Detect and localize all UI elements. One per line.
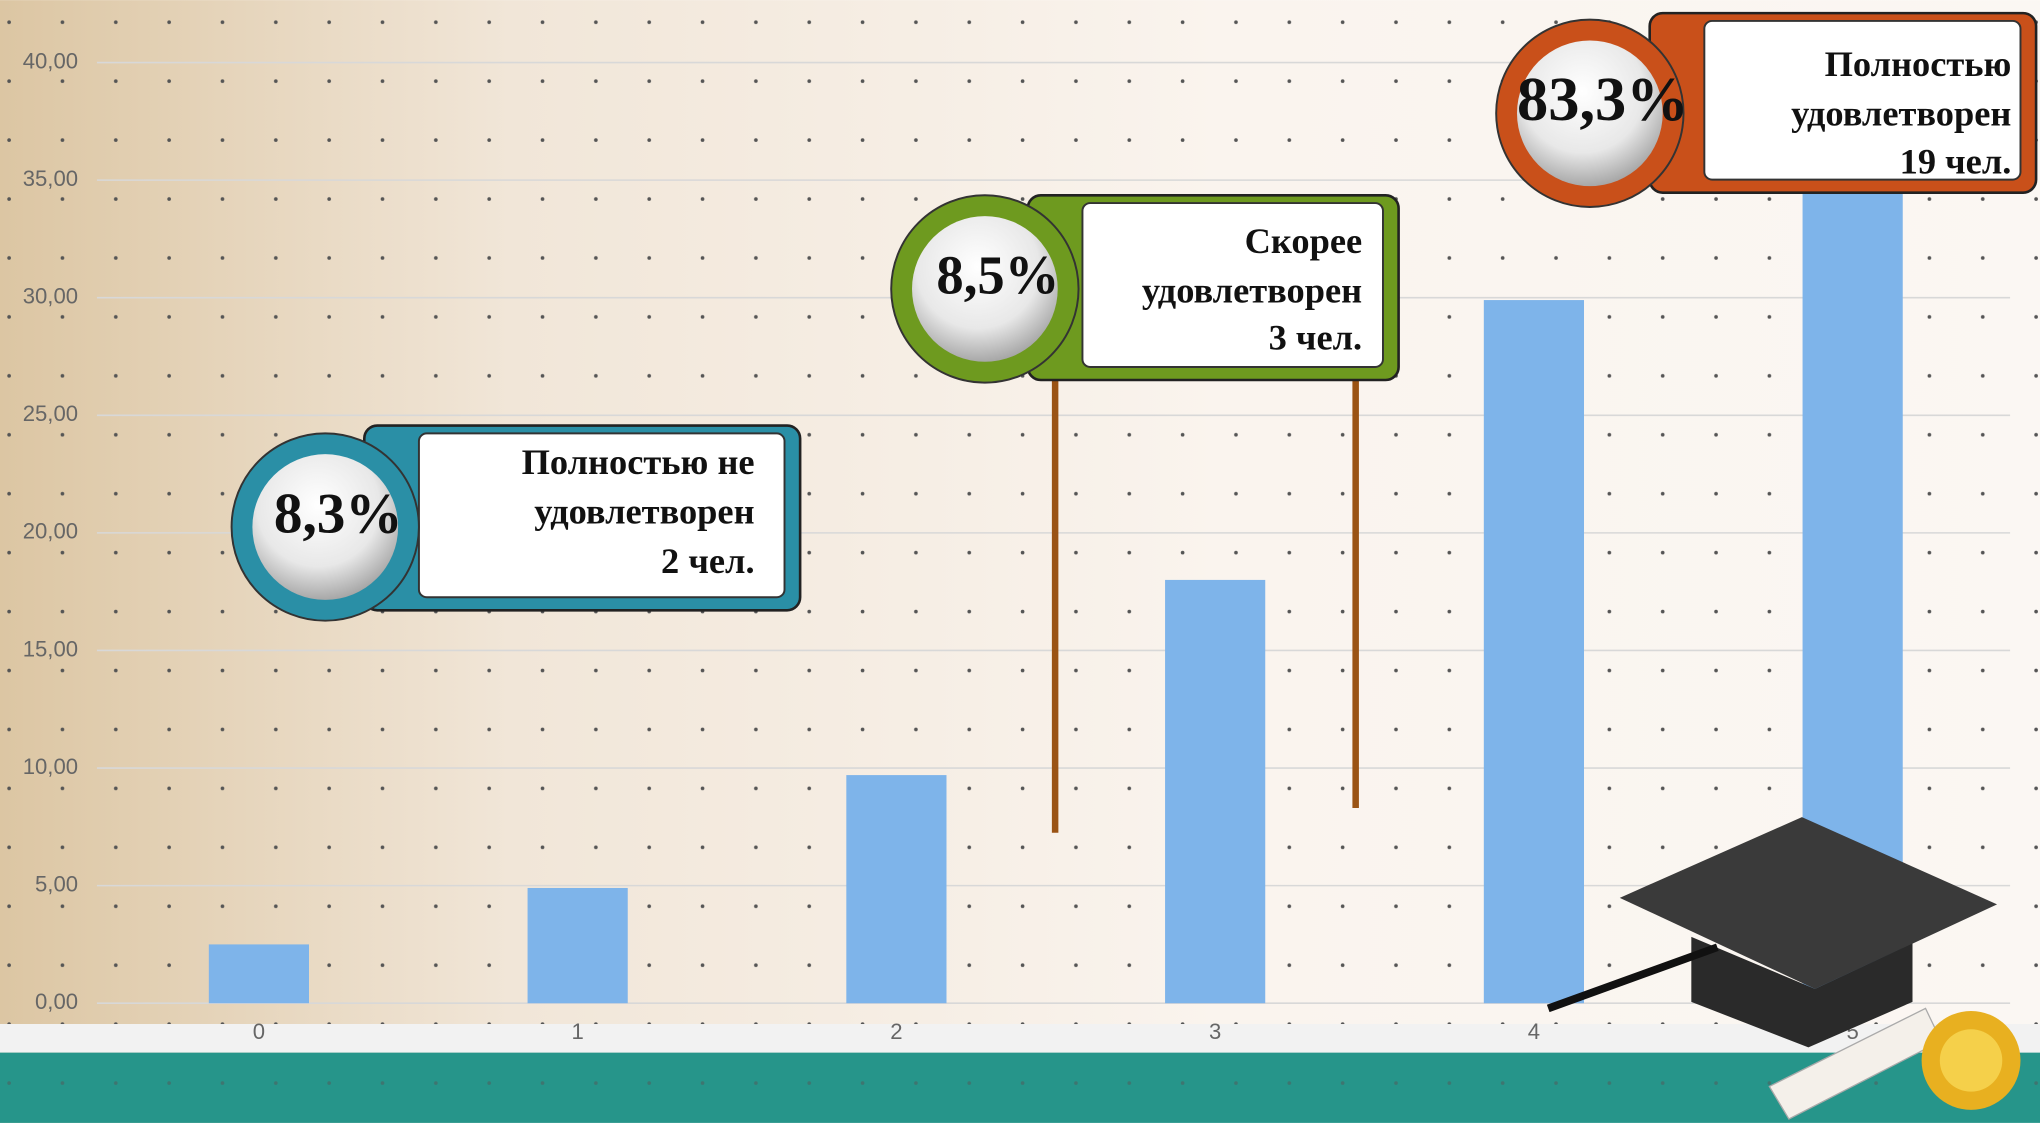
- x-tick-label: 0: [253, 1019, 265, 1044]
- callout: 83,3% Полностью удовлетворен 19 чел.: [1496, 13, 2036, 207]
- bar: [528, 888, 628, 1003]
- callout-line: удовлетворен: [1142, 270, 1362, 310]
- callout: 8,3% Полностью не удовлетворен 2 чел.: [232, 426, 801, 621]
- x-tick-label: 2: [890, 1019, 902, 1044]
- callout-line: удовлетворен: [534, 492, 754, 532]
- y-tick-label: 30,00: [23, 284, 78, 309]
- y-tick-label: 35,00: [23, 166, 78, 191]
- y-tick-label: 20,00: [23, 519, 78, 544]
- footer-strip: [0, 1024, 2040, 1053]
- callout-line: Полностью: [1825, 44, 2012, 84]
- x-tick-label: 4: [1528, 1019, 1540, 1044]
- y-tick-label: 5,00: [35, 871, 78, 896]
- callout-line: 3 чел.: [1269, 317, 1363, 357]
- percent-label: 83,3%: [1517, 64, 1689, 134]
- callout-line: 19 чел.: [1900, 142, 2012, 182]
- callout-line: Скорее: [1245, 221, 1363, 261]
- bar: [1484, 300, 1584, 1003]
- bar: [846, 775, 946, 1003]
- bar: [209, 944, 309, 1003]
- y-tick-label: 25,00: [23, 401, 78, 426]
- y-tick-label: 0,00: [35, 989, 78, 1014]
- callout-line: Полностью не: [522, 442, 755, 482]
- x-tick-label: 1: [572, 1019, 584, 1044]
- y-tick-label: 10,00: [23, 754, 78, 779]
- chart: 0,005,0010,0015,0020,0025,0030,0035,0040…: [0, 0, 2040, 1123]
- callout-line: 2 чел.: [661, 541, 755, 581]
- percent-label: 8,5%: [936, 245, 1059, 306]
- y-tick-label: 15,00: [23, 636, 78, 661]
- percent-label: 8,3%: [274, 482, 403, 545]
- y-tick-label: 40,00: [23, 48, 78, 73]
- callout-line: удовлетворен: [1791, 94, 2011, 134]
- bar: [1165, 580, 1265, 1003]
- x-tick-label: 3: [1209, 1019, 1221, 1044]
- footer-dots: [0, 1053, 2040, 1123]
